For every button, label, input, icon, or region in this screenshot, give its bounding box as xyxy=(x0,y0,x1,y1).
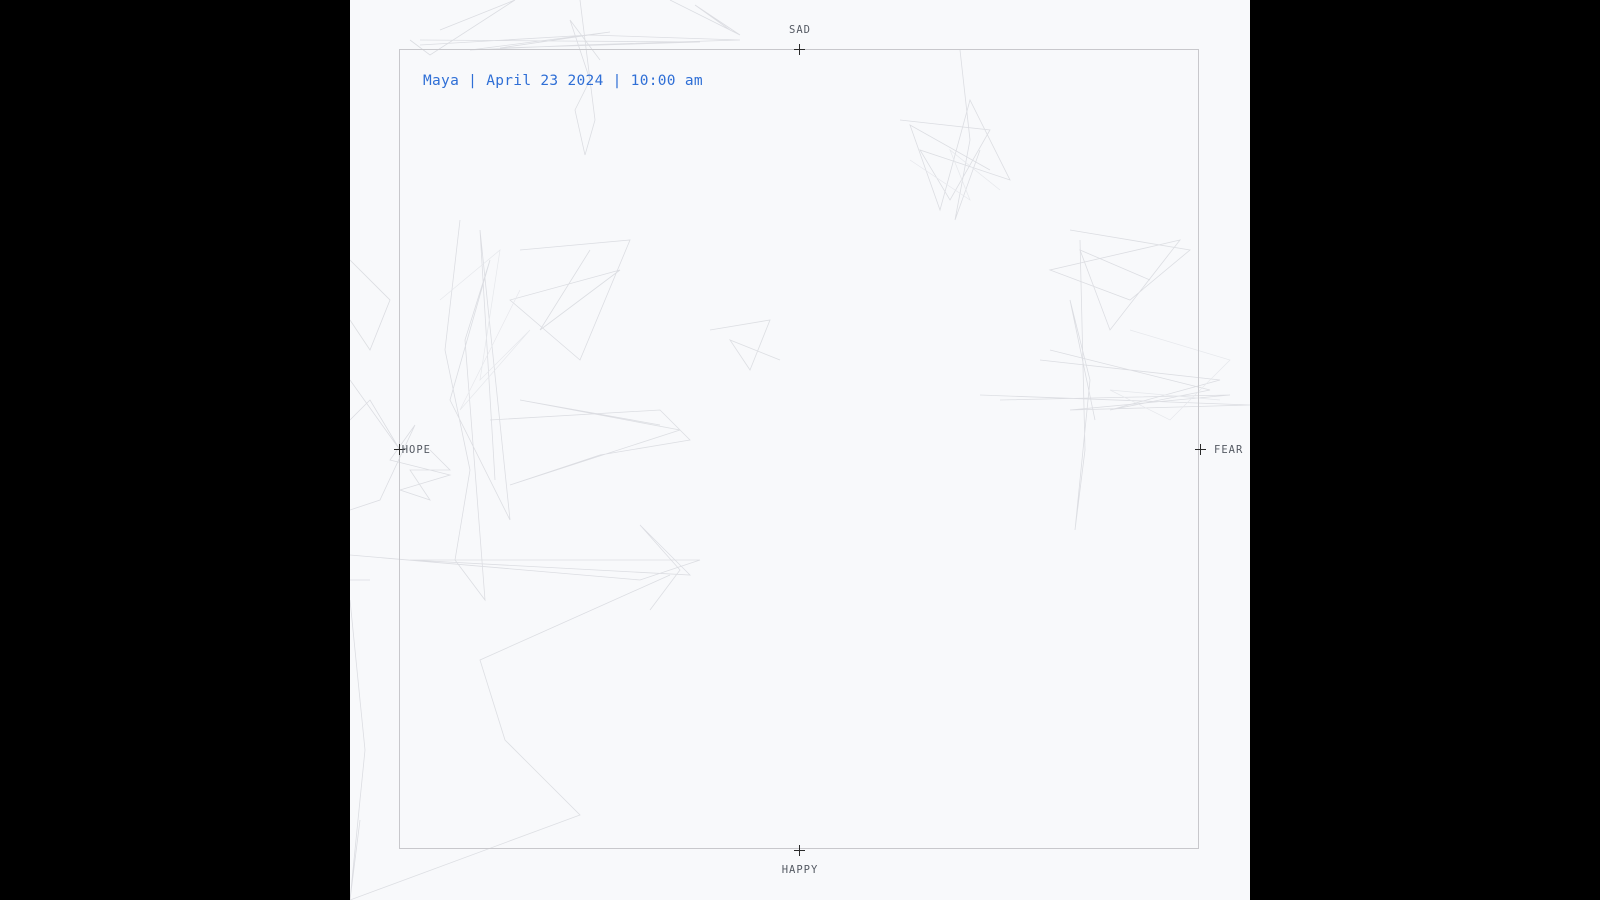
bottom-axis-crosshair-icon xyxy=(794,845,805,856)
mood-canvas[interactable]: Maya | April 23 2024 | 10:00 am SAD HAPP… xyxy=(350,0,1250,900)
axis-label-fear: FEAR xyxy=(1214,444,1244,456)
left-axis-crosshair-icon xyxy=(394,444,405,455)
axis-label-happy: HAPPY xyxy=(781,864,819,876)
axis-label-hope: HOPE xyxy=(401,444,431,456)
right-axis-crosshair-icon xyxy=(1195,444,1206,455)
session-header: Maya | April 23 2024 | 10:00 am xyxy=(423,73,703,89)
axis-label-sad: SAD xyxy=(789,24,811,36)
top-axis-crosshair-icon xyxy=(794,44,805,55)
mood-grid-frame[interactable] xyxy=(399,49,1199,849)
